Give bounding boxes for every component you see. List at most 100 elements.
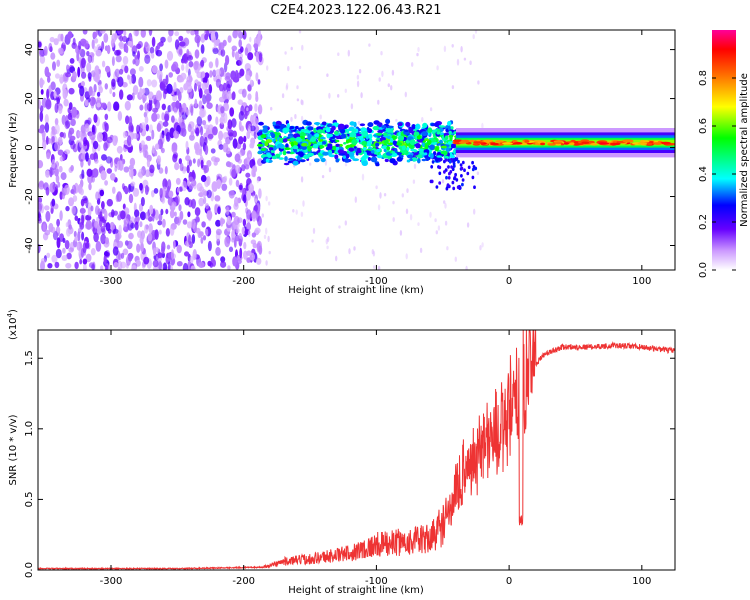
spectrogram-cell [130, 131, 135, 140]
spectrogram-cell [52, 183, 58, 191]
spectrogram-cell [381, 145, 388, 149]
spectrogram-cell [137, 230, 142, 238]
spectrogram-cell [427, 127, 433, 134]
spectrogram-cell [344, 220, 347, 226]
spectrogram-cell [184, 197, 190, 206]
spectrogram-cell [350, 103, 354, 110]
spectrogram-cell [290, 116, 293, 122]
spectrogram-cell [166, 244, 171, 250]
spectrogram-cell [144, 54, 151, 64]
spectrogram-cell [172, 61, 179, 70]
spectrogram-cell [219, 115, 226, 125]
spectrogram-cell [218, 144, 224, 150]
spectrogram-cell [206, 175, 211, 186]
spectrogram-cell [321, 121, 327, 126]
spectrogram-cell [449, 135, 453, 141]
spectrogram-cell [198, 100, 203, 110]
spectrogram-cell [385, 128, 392, 132]
spectrogram-cell [77, 130, 83, 138]
spectrogram-cell [375, 162, 380, 167]
spectrogram-cell [178, 158, 182, 165]
spectrogram-cell [101, 201, 105, 210]
spectrogram-cell [219, 217, 224, 227]
spectrogram-cell [214, 195, 221, 202]
spectrogram-cell [383, 139, 389, 144]
spectrogram-cell [344, 88, 347, 94]
spectrogram-cell [157, 220, 163, 226]
spectrogram-cell [156, 122, 162, 132]
spectrogram-cell [57, 149, 64, 156]
spectrogram-cell [150, 52, 155, 59]
spectrogram-cell [167, 261, 171, 270]
spectrogram-cell [151, 145, 155, 154]
spectrogram-cell [343, 142, 347, 145]
colorbar-tick-label: 0.4 [698, 166, 709, 182]
spectrogram-cell [421, 158, 427, 162]
spectrogram-cell [294, 114, 297, 119]
spectrogram-cell [307, 152, 314, 157]
spectrogram-cell [458, 141, 467, 144]
spectrogram-cell [173, 81, 177, 93]
spectrogram-cell [212, 126, 218, 136]
spectrogram-cell [413, 131, 420, 137]
spectrogram-cell [287, 66, 290, 72]
spectrogram-cell [105, 65, 111, 73]
spectrogram-cell [154, 99, 160, 110]
spectrogram-cell [148, 30, 153, 36]
spectrogram-cell [190, 30, 196, 36]
spectrogram-cell [303, 130, 311, 134]
spectrogram-cell [231, 118, 237, 128]
colorbar-label: Normalized spectral amplitude [739, 73, 750, 227]
spectrogram-cell [413, 152, 419, 156]
x-tick-label: 0 [506, 576, 512, 587]
spectrogram-cell [502, 142, 513, 145]
spectrogram-cell [50, 208, 54, 214]
spectrogram-cell [456, 58, 460, 66]
spectrogram-cell [217, 206, 221, 215]
spectrogram-cell [429, 179, 433, 184]
spectrogram-cell [147, 232, 153, 242]
spectrogram-cell [366, 126, 370, 132]
spectrogram-cell [215, 228, 222, 236]
spectrogram-cell [51, 198, 56, 207]
spectrogram-cell [256, 240, 262, 251]
spectrogram-cell [117, 240, 124, 248]
spectrogram-cell [218, 130, 224, 141]
spectrogram-cell [92, 168, 99, 178]
spectrogram-cell [138, 76, 144, 88]
spectrogram-cell [131, 125, 134, 133]
spectrogram-cell [207, 133, 214, 139]
spectrogram-cell [153, 188, 159, 194]
spectrogram-cell [446, 246, 449, 251]
spectrogram-cell [151, 112, 158, 123]
spectrogram-cell [57, 47, 64, 55]
spectrogram-cell [140, 196, 145, 207]
spectrogram-cell [140, 242, 144, 253]
x-tick-label: -300 [100, 576, 123, 587]
spectrogram-cell [71, 106, 78, 118]
spectrogram-cell [467, 165, 471, 170]
spectrogram-cell [232, 138, 238, 149]
spectrogram-cell [74, 215, 79, 221]
spectrogram-cell [101, 131, 108, 142]
spectrogram-cell [81, 231, 85, 241]
spectrogram-cell [117, 111, 123, 121]
spectrogram-cell [206, 189, 212, 199]
spectrogram-cell [290, 46, 293, 51]
spectrogram-cell [99, 30, 106, 34]
spectrogram-cell [198, 231, 204, 237]
spectrogram-cell [472, 165, 476, 169]
spectrogram-cell [79, 138, 83, 148]
spectrogram-cell [50, 52, 56, 60]
spectrogram-cell [188, 234, 192, 246]
spectrogram-cell [277, 143, 285, 149]
spectrogram-cell [581, 141, 590, 144]
spectrogram-cell [39, 79, 45, 86]
y-tick-label: -40 [24, 237, 35, 253]
spectrogram-cell [447, 176, 451, 180]
spectrogram-cell [201, 189, 207, 198]
spectrogram-cell [111, 209, 115, 218]
spectrogram-cell [193, 251, 197, 258]
spectrogram-cell [221, 91, 229, 100]
spectrogram-cell [231, 229, 236, 241]
